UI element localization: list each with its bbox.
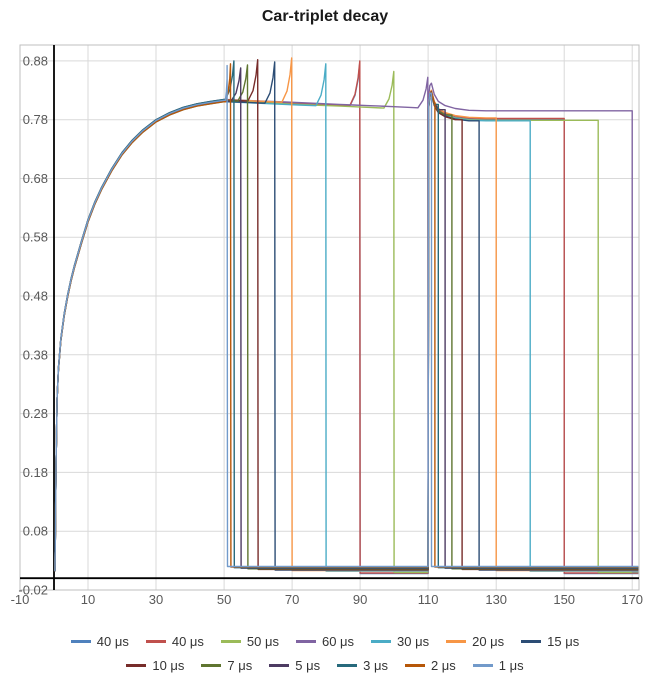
legend-marker <box>220 640 241 643</box>
legend: 40 μs 40 μs 50 μs 60 μs 30 μs 20 μs 15 μs 10 μ… <box>0 634 650 673</box>
series-line-4 <box>54 63 639 572</box>
legend-item: 10 μs <box>126 658 184 673</box>
series-line-11 <box>54 63 639 572</box>
legend-label: 30 μs <box>397 634 430 649</box>
series-line-0 <box>54 62 639 575</box>
x-tick-label: 70 <box>285 592 299 607</box>
legend-label: 60 μs <box>321 634 355 649</box>
x-tick-label: 90 <box>353 592 367 607</box>
legend-item: 5 μs <box>269 658 320 673</box>
x-tick-label: 30 <box>149 592 163 607</box>
legend-label: 7 μs <box>227 658 253 673</box>
y-tick-label: 0.48 <box>23 289 48 304</box>
y-tick-label: 0.68 <box>23 171 48 186</box>
y-tick-label: 0.78 <box>23 112 48 127</box>
series-line-1 <box>54 60 639 574</box>
legend-label: 50 μs <box>246 634 279 649</box>
legend-marker <box>201 664 222 667</box>
x-tick-label: 50 <box>217 592 231 607</box>
legend-marker <box>404 664 425 667</box>
legend-item: 40 μs <box>70 634 129 649</box>
x-tick-label: 130 <box>485 592 507 607</box>
x-tick-label: -10 <box>11 592 30 607</box>
legend-marker <box>269 664 290 667</box>
series-line-7 <box>54 59 639 572</box>
y-tick-label: -0.02 <box>18 583 48 598</box>
legend-item: 50 μs <box>220 634 279 649</box>
y-tick-label: 0.08 <box>23 524 48 539</box>
legend-marker <box>337 664 358 667</box>
plot-border <box>19 44 640 591</box>
legend-label: 3 μs <box>363 658 388 673</box>
series-line-10 <box>54 60 639 572</box>
series-line-6 <box>54 61 639 572</box>
legend-label: 40 μs <box>96 634 129 649</box>
chart-title: Car-triplet decay <box>261 8 389 25</box>
legend-label: 10 μs <box>152 658 185 673</box>
legend-label: 40 μs <box>171 634 204 649</box>
legend-item: 40 μs <box>145 634 204 649</box>
legend-item: 1 μs <box>472 658 524 673</box>
plot-area: -10 10 30 50 70 90 110 130 150 170 -0.02 0.08 0.18 0.… <box>11 44 643 607</box>
legend-label: 20 μs <box>472 634 505 649</box>
series-line-8 <box>54 64 639 572</box>
legend-row: 10 μs 7 μs 5 μs 3 μs 2 μs 1 μs <box>126 658 524 673</box>
legend-marker <box>472 664 493 667</box>
legend-label: 5 μs <box>295 658 321 673</box>
legend-label: 15 μs <box>547 634 580 649</box>
series-line-5 <box>54 57 639 572</box>
series-line-2 <box>54 70 639 574</box>
x-tick-label: 110 <box>418 592 439 607</box>
legend-item: 15 μs <box>521 634 579 649</box>
y-tick-label: 0.88 <box>23 53 48 68</box>
x-tick-label: 150 <box>553 592 575 607</box>
legend-marker <box>70 640 91 643</box>
legend-item: 2 μs <box>404 658 456 673</box>
series-line-12 <box>54 64 639 572</box>
y-tick-label: 0.58 <box>23 230 48 245</box>
legend-marker <box>521 640 542 643</box>
legend-marker <box>371 640 392 643</box>
legend-marker <box>446 640 467 643</box>
y-tick-label: 0.18 <box>23 465 48 480</box>
series-line-9 <box>54 67 639 572</box>
legend-item: 20 μs <box>446 634 504 649</box>
legend-row: 40 μs 40 μs 50 μs 60 μs 30 μs 20 μs 15 μs <box>70 634 579 649</box>
series-line-3 <box>54 76 639 573</box>
x-tick-label: 10 <box>81 592 95 607</box>
legend-item: 3 μs <box>337 658 388 673</box>
legend-item: 60 μs <box>295 634 355 649</box>
legend-label: 1 μs <box>498 658 524 673</box>
legend-item: 30 μs <box>371 634 429 649</box>
legend-marker <box>126 664 147 667</box>
legend-item: 7 μs <box>201 658 252 673</box>
legend-label: 2 μs <box>430 658 456 673</box>
y-tick-label: 0.28 <box>23 406 48 421</box>
legend-marker <box>295 640 316 643</box>
y-tick-label: 0.38 <box>23 347 48 362</box>
x-tick-label: 170 <box>621 592 643 607</box>
legend-marker <box>145 640 166 643</box>
